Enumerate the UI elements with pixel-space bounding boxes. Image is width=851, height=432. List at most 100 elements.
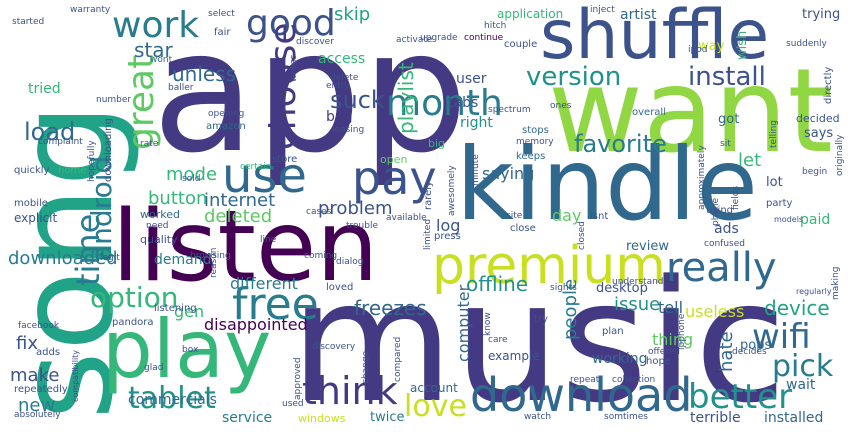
word-right: right bbox=[460, 115, 493, 131]
word-loved: loved bbox=[326, 282, 354, 293]
word-sold: sold bbox=[182, 174, 201, 184]
word-baller: baller bbox=[168, 83, 194, 93]
word-user: user bbox=[456, 71, 487, 87]
word-gen: gen bbox=[174, 302, 205, 321]
word-using: using bbox=[706, 205, 734, 216]
word-device: device bbox=[764, 296, 830, 320]
word-installed: installed bbox=[764, 410, 824, 426]
word-install: install bbox=[688, 62, 766, 92]
word-play: play bbox=[102, 303, 272, 396]
word-problem: problem bbox=[318, 198, 393, 219]
word-originally: originally bbox=[835, 134, 845, 176]
word-skip: skip bbox=[334, 4, 371, 25]
word-pops: pops bbox=[740, 338, 772, 353]
word-compatibility: compatibility bbox=[71, 349, 80, 402]
word-commercials: commercials bbox=[128, 392, 217, 408]
word-care: care bbox=[488, 335, 508, 345]
word-paid: paid bbox=[800, 212, 831, 228]
word-bug: bug bbox=[326, 109, 353, 125]
word-wait: wait bbox=[786, 377, 816, 393]
word-ones: ones bbox=[550, 101, 572, 111]
word-kindle: kindle bbox=[456, 126, 758, 243]
word-regularly: regularly bbox=[796, 287, 832, 296]
word-approximately: approximately bbox=[697, 145, 707, 210]
word-isnt: isnt bbox=[590, 211, 609, 222]
word-hope: hope bbox=[646, 356, 671, 367]
word-playlist: playlist bbox=[394, 62, 418, 134]
word-repeatedly: repeatedly bbox=[14, 384, 68, 395]
word-party: party bbox=[766, 198, 793, 209]
word-love: love bbox=[404, 389, 467, 424]
word-sights: sights bbox=[550, 283, 577, 293]
word-leasing: leasing bbox=[332, 125, 365, 135]
word-sit: sit bbox=[720, 139, 731, 149]
word-suddenly: suddenly bbox=[786, 39, 827, 49]
word-day: day bbox=[552, 206, 582, 225]
word-suck: suck bbox=[330, 86, 385, 114]
word-directly: directly bbox=[823, 66, 834, 104]
word-listen: listen bbox=[112, 190, 379, 304]
word-offered: offered bbox=[648, 347, 680, 357]
word-windows: windows bbox=[298, 412, 346, 425]
word-mobile: mobile bbox=[14, 198, 48, 209]
word-twice: twice bbox=[370, 410, 405, 425]
word-trying: trying bbox=[802, 7, 841, 22]
word-issue: issue bbox=[614, 294, 661, 315]
word-dialog: dialog bbox=[336, 257, 364, 267]
word-wish: wish bbox=[735, 30, 750, 60]
word-tell: tell bbox=[658, 298, 684, 317]
word-offline: offline bbox=[466, 272, 529, 296]
word-hitch: hitch bbox=[484, 21, 507, 31]
word-worked: worked bbox=[140, 208, 180, 221]
word-disappointed: disappointed bbox=[204, 315, 308, 334]
word-plan: plan bbox=[602, 326, 624, 337]
word-keeps: keeps bbox=[516, 151, 546, 162]
word-pick: pick bbox=[772, 349, 834, 384]
word-use: use bbox=[222, 148, 307, 204]
word-collection: collection bbox=[612, 375, 656, 385]
word-telling: telling bbox=[769, 120, 779, 148]
word-saying: saying bbox=[482, 164, 535, 183]
word-pay: pay bbox=[352, 151, 437, 205]
word-deleted: deleted bbox=[204, 206, 273, 227]
word-account: account bbox=[410, 381, 458, 395]
word-wifi: wifi bbox=[752, 317, 811, 357]
word-version: version bbox=[526, 62, 622, 92]
word-downloaded: downloaded bbox=[8, 248, 118, 269]
word-application: application bbox=[497, 7, 564, 21]
word-begin: begin bbox=[802, 167, 828, 177]
word-couple: couple bbox=[504, 39, 538, 50]
word-working: working bbox=[592, 351, 648, 367]
word-example: example bbox=[488, 349, 540, 363]
word-open: open bbox=[380, 153, 408, 166]
word-repeat: repeat bbox=[570, 375, 600, 385]
word-spectrum: spectrum bbox=[488, 105, 531, 115]
word-freezes: freezes bbox=[354, 296, 427, 320]
word-somtimes: somtimes bbox=[604, 412, 648, 422]
word-demand: demand bbox=[154, 252, 212, 268]
word-stops: stops bbox=[522, 125, 549, 136]
word-discovery: discovery bbox=[312, 342, 356, 352]
word-shuffle: shuffle bbox=[540, 0, 770, 75]
word-try: try bbox=[534, 314, 548, 325]
word-decided: decided bbox=[796, 112, 840, 125]
word-trouble: trouble bbox=[346, 221, 378, 231]
word-approved: approved bbox=[293, 357, 303, 400]
word-started: started bbox=[12, 17, 45, 27]
word-box: box bbox=[182, 345, 199, 355]
word-hopefully: hopefully bbox=[87, 140, 97, 182]
word-line: line bbox=[260, 235, 277, 245]
word-available: available bbox=[386, 213, 427, 223]
word-upgrade: upgrade bbox=[420, 33, 458, 43]
word-facebook: facebook bbox=[18, 321, 60, 331]
word-computer: computer bbox=[454, 284, 473, 362]
word-ipphone: ipphone bbox=[677, 313, 687, 350]
word-different: different bbox=[230, 274, 298, 293]
word-inject: inject bbox=[590, 5, 615, 15]
word-memory: memory bbox=[516, 137, 554, 147]
word-know: know bbox=[483, 312, 493, 336]
word-models: models bbox=[774, 215, 804, 224]
word-access: access bbox=[318, 51, 366, 67]
word-adds: adds bbox=[36, 347, 61, 358]
